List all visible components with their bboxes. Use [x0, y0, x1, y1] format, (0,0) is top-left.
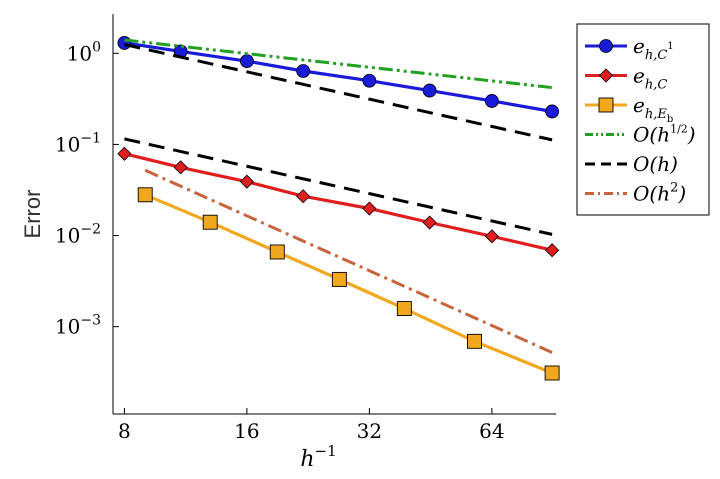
data-point-circle [296, 64, 311, 78]
legend-item: eh,C1 [585, 34, 674, 63]
legend-superscript: 1 [667, 41, 673, 52]
data-point-circle [362, 73, 377, 88]
y-tick-base: 10 [55, 315, 80, 339]
y-tick-exponent: −3 [80, 313, 101, 329]
data-point-diamond [484, 229, 499, 244]
legend-label: eh,C1 [633, 34, 674, 63]
data-point-square [598, 97, 614, 113]
legend-text: O(h) [633, 152, 678, 176]
data-point-diamond [117, 146, 132, 161]
data-point-circle [117, 36, 132, 50]
legend-item: O(h2) [585, 181, 686, 206]
y-axis-label: Error [20, 190, 45, 239]
legend-label: O(h) [633, 152, 678, 176]
y-tick-label: 10−3 [55, 313, 101, 339]
data-point-diamond [422, 215, 437, 230]
series-line [144, 168, 553, 354]
data-point-square [467, 333, 482, 349]
data-point-diamond [239, 174, 254, 189]
x-axis-label-exponent: −1 [315, 442, 337, 460]
data-point-square [331, 271, 347, 287]
series [124, 38, 553, 90]
y-tick-label: 10−1 [55, 130, 101, 156]
series [124, 137, 553, 236]
series-layer [117, 36, 560, 381]
y-tick-base: 10 [67, 41, 92, 65]
data-point-circle [545, 104, 560, 119]
legend-label: O(h2) [633, 181, 686, 206]
legend-close-paren: ) [687, 123, 696, 147]
data-point-diamond [173, 160, 188, 175]
legend-label: O(h1/2) [633, 123, 696, 147]
series-line [124, 41, 553, 114]
data-point-diamond [545, 243, 560, 258]
y-tick-exponent: −2 [80, 222, 101, 238]
legend-symbol: e [633, 34, 645, 58]
x-axis-label-base: h [300, 447, 314, 472]
legend-symbol: e [633, 64, 645, 88]
legend-subscript: h,E [645, 107, 668, 122]
legend-item: O(h) [585, 152, 678, 176]
series-line [124, 137, 553, 236]
series-line [124, 152, 553, 252]
x-tick-label: 16 [234, 419, 259, 443]
legend-item: eh,C [585, 64, 667, 93]
data-point-circle [239, 54, 254, 69]
y-tick-base: 10 [55, 132, 80, 156]
data-point-circle [484, 94, 499, 108]
x-axis-label: h−1 [300, 442, 336, 472]
data-point-square [269, 244, 285, 260]
legend-exponent: 2 [670, 181, 678, 196]
series [117, 36, 560, 119]
series-line [124, 38, 553, 90]
legend-label: eh,Eb [633, 93, 673, 125]
x-tick-label: 8 [118, 419, 131, 443]
x-tick-label: 32 [357, 419, 382, 443]
y-tick-base: 10 [55, 224, 80, 248]
data-point-circle [599, 39, 613, 53]
legend-text: O(h [633, 123, 670, 147]
data-point-square [544, 365, 560, 381]
series [117, 146, 560, 258]
data-point-circle [422, 83, 437, 98]
y-tick-exponent: −1 [80, 130, 101, 146]
y-tick-exponent: 0 [92, 39, 101, 55]
data-point-diamond [296, 189, 311, 204]
legend-text: O(h [633, 182, 670, 206]
legend-item: O(h1/2) [585, 123, 696, 147]
legend-label: eh,C [633, 64, 667, 93]
data-point-square [202, 214, 218, 230]
data-point-square [396, 301, 412, 317]
legend-box [576, 23, 710, 216]
series-line [124, 43, 553, 142]
legend-subscript: h,C [645, 48, 668, 63]
data-point-diamond [598, 68, 614, 83]
series [124, 43, 553, 142]
y-tick-label: 100 [67, 39, 101, 65]
legend-subsubscript: b [667, 114, 673, 125]
y-tick-label: 10−2 [55, 222, 101, 248]
legend-subscript: h,C [645, 78, 668, 93]
series [144, 168, 553, 354]
x-tick-label: 64 [479, 419, 504, 443]
data-point-square [137, 187, 153, 203]
data-point-diamond [362, 201, 377, 216]
legend-symbol: e [633, 93, 645, 117]
legend-exponent: 1/2 [670, 123, 688, 136]
legend-close-paren: ) [677, 182, 686, 206]
series [137, 187, 560, 381]
legend-item: eh,Eb [585, 93, 673, 125]
